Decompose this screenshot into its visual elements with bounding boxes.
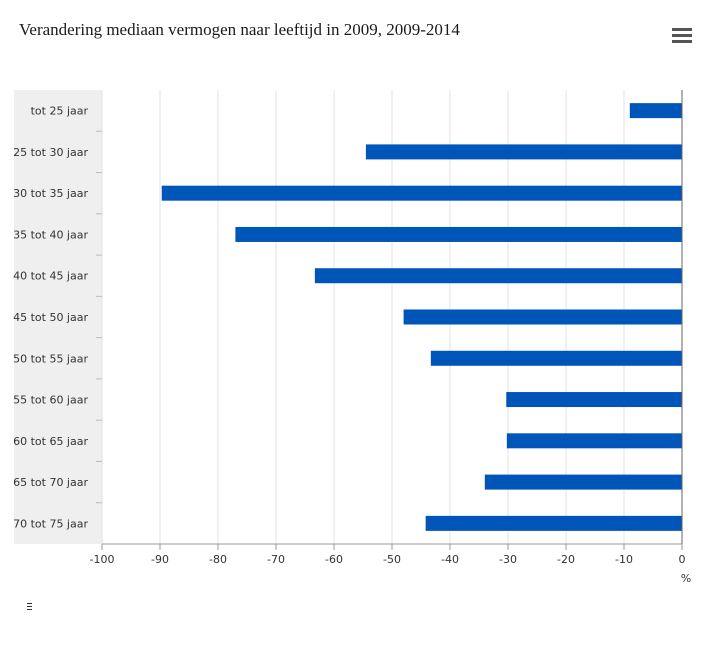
category-label: tot 25 jaar <box>31 105 89 118</box>
bar[interactable] <box>629 103 682 119</box>
category-axis-background <box>14 90 102 544</box>
category-label: 25 tot 30 jaar <box>13 146 88 159</box>
category-label: 55 tot 60 jaar <box>13 394 88 407</box>
category-label: 60 tot 65 jaar <box>13 435 88 448</box>
bar[interactable] <box>161 185 683 201</box>
x-tick-label: -10 <box>615 553 633 566</box>
bar[interactable] <box>484 474 682 490</box>
more-options-icon[interactable] <box>27 603 32 615</box>
bar[interactable] <box>314 268 682 284</box>
category-label: 50 tot 55 jaar <box>13 352 88 365</box>
category-label: 30 tot 35 jaar <box>13 187 88 200</box>
chart-title: Verandering mediaan vermogen naar leefti… <box>19 20 460 39</box>
x-tick-label: -90 <box>151 553 169 566</box>
bar[interactable] <box>365 144 682 160</box>
bar[interactable] <box>235 226 682 242</box>
x-tick-label: 0 <box>679 553 686 566</box>
x-tick-label: -30 <box>499 553 517 566</box>
bar[interactable] <box>403 309 682 325</box>
category-label: 65 tot 70 jaar <box>13 476 88 489</box>
bar[interactable] <box>506 392 682 408</box>
category-labels: tot 25 jaar 25 tot 30 jaar 30 tot 35 jaar 3… <box>13 105 102 530</box>
x-axis-unit-label: % <box>681 572 691 585</box>
x-tick-label: -80 <box>209 553 227 566</box>
hamburger-menu-icon[interactable] <box>672 28 692 46</box>
x-tick-label: -70 <box>267 553 285 566</box>
category-label: 35 tot 40 jaar <box>13 228 88 241</box>
x-tick-label: -40 <box>441 553 459 566</box>
x-tick-label: -100 <box>90 553 115 566</box>
x-tick-label: -50 <box>383 553 401 566</box>
x-tick-label: -20 <box>557 553 575 566</box>
bar-chart: tot 25 jaar 25 tot 30 jaar 30 tot 35 jaar 3… <box>13 90 691 585</box>
tick-labels: -100 -90 -80 -70 -60 -50 -40 -30 -20 -10 0 <box>90 544 686 566</box>
bar[interactable] <box>430 350 682 366</box>
bars <box>161 103 683 531</box>
category-label: 45 tot 50 jaar <box>13 311 88 324</box>
bar[interactable] <box>425 515 682 531</box>
category-label: 40 tot 45 jaar <box>13 270 88 283</box>
category-label: 70 tot 75 jaar <box>13 517 88 530</box>
x-tick-label: -60 <box>325 553 343 566</box>
bar[interactable] <box>506 433 682 449</box>
